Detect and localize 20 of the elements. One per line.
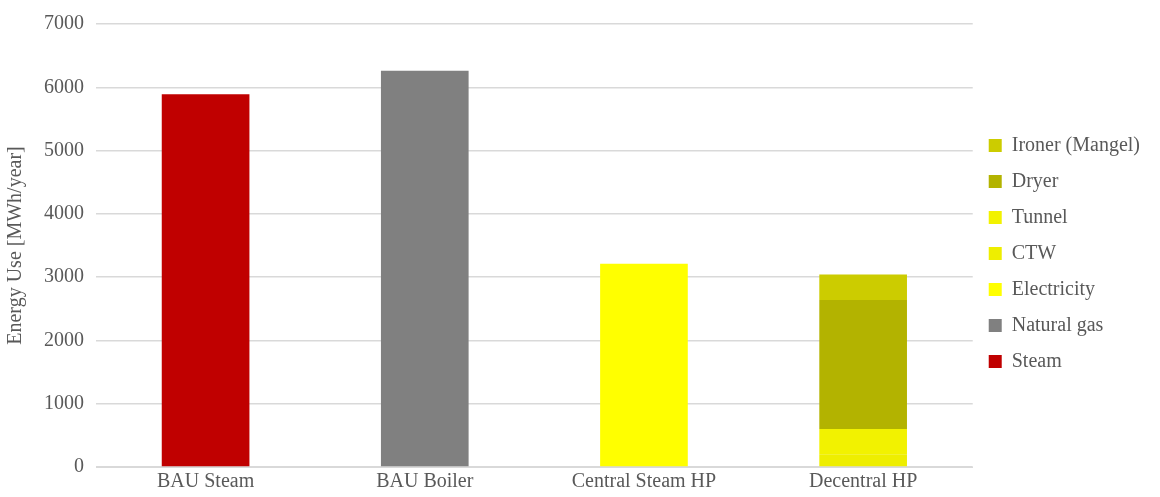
x-tick-label: Decentral HP	[808, 469, 918, 492]
x-tick-label: Central Steam HP	[571, 469, 717, 492]
legend-label: Dryer	[1011, 168, 1059, 192]
legend-label: Electricity	[1011, 276, 1096, 300]
y-tick-label: 5000	[44, 137, 84, 160]
legend-label: CTW	[1011, 240, 1057, 263]
y-tick-label: 7000	[44, 11, 84, 34]
y-tick-label: 6000	[44, 74, 84, 97]
x-tick-label: BAU Boiler	[376, 469, 474, 492]
legend-label: Tunnel	[1011, 204, 1069, 227]
y-tick-label: 0	[74, 454, 84, 477]
x-tick-label: BAU Steam	[156, 469, 255, 492]
y-tick-label: 2000	[44, 327, 84, 350]
y-axis-title: Energy Use [MWh/year]	[3, 146, 27, 345]
legend-label: Ironer (Mangel)	[1011, 132, 1141, 156]
y-tick-label: 1000	[44, 390, 84, 413]
legend-label: Steam	[1011, 348, 1063, 371]
y-tick-label: 3000	[44, 264, 84, 287]
legend-label: Natural gas	[1011, 312, 1104, 336]
y-tick-label: 4000	[44, 201, 84, 224]
